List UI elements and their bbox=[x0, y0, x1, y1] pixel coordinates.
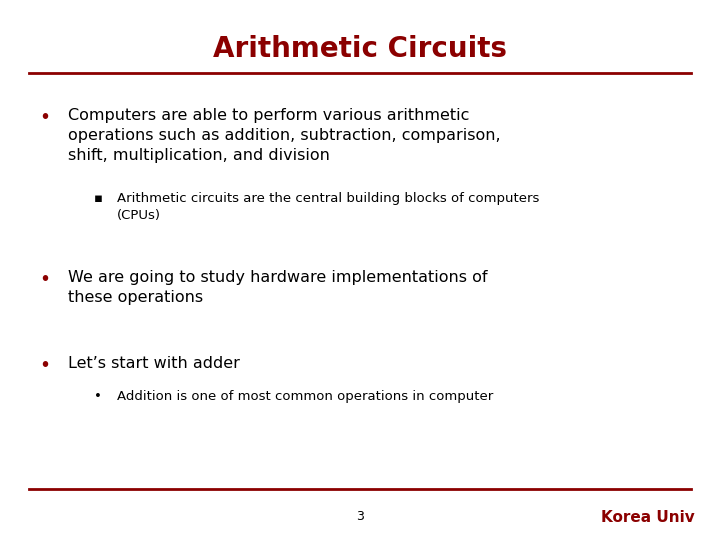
Text: Arithmetic Circuits: Arithmetic Circuits bbox=[213, 35, 507, 63]
Text: Addition is one of most common operations in computer: Addition is one of most common operation… bbox=[117, 390, 493, 403]
Text: •: • bbox=[40, 270, 50, 289]
Text: We are going to study hardware implementations of
these operations: We are going to study hardware implement… bbox=[68, 270, 488, 305]
Text: 3: 3 bbox=[356, 510, 364, 523]
Text: •: • bbox=[40, 108, 50, 127]
Text: •: • bbox=[94, 390, 102, 403]
Text: Computers are able to perform various arithmetic
operations such as addition, su: Computers are able to perform various ar… bbox=[68, 108, 501, 163]
Text: •: • bbox=[40, 356, 50, 375]
Text: Let’s start with adder: Let’s start with adder bbox=[68, 356, 240, 372]
Text: Arithmetic circuits are the central building blocks of computers
(CPUs): Arithmetic circuits are the central buil… bbox=[117, 192, 539, 222]
Text: Korea Univ: Korea Univ bbox=[601, 510, 695, 525]
Text: ▪: ▪ bbox=[94, 192, 103, 205]
